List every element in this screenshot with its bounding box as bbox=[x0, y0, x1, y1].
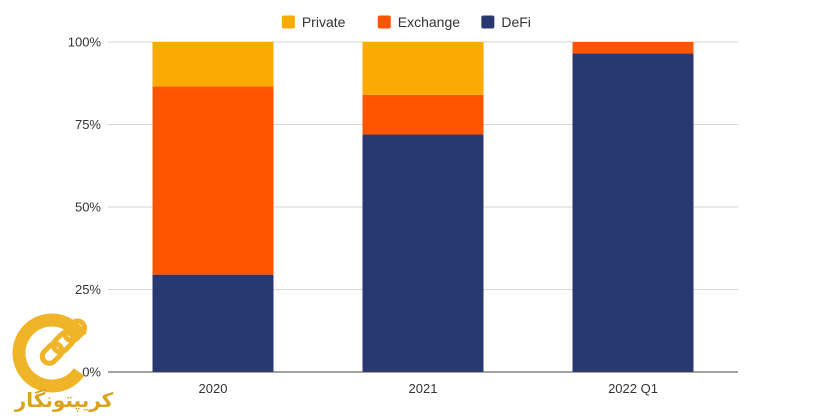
legend-label: Private bbox=[302, 14, 346, 30]
legend-item-exchange: Exchange bbox=[377, 14, 460, 30]
legend-label: Exchange bbox=[398, 14, 460, 30]
bar-segment-defi bbox=[152, 274, 274, 372]
legend-item-defi: DeFi bbox=[481, 14, 531, 30]
bar-segment-exchange bbox=[362, 94, 484, 135]
bar-segment-exchange bbox=[152, 86, 274, 275]
x-tick-label: 2021 bbox=[409, 381, 438, 396]
x-tick-label: 2020 bbox=[199, 381, 228, 396]
y-tick-label: 100% bbox=[68, 35, 102, 50]
cryptonegar-logo bbox=[12, 313, 92, 393]
legend-label: DeFi bbox=[501, 14, 531, 30]
y-tick-label: 50% bbox=[75, 200, 101, 215]
watermark-text: کریپتونگار bbox=[14, 388, 114, 412]
y-tick-label: 75% bbox=[75, 117, 101, 132]
bar-segment-private bbox=[362, 42, 484, 95]
y-tick-label: 25% bbox=[75, 282, 101, 297]
bar-segment-defi bbox=[572, 53, 694, 373]
bar-segment-exchange bbox=[572, 42, 694, 54]
bar-segment-defi bbox=[362, 134, 484, 372]
y-tick-label: 0% bbox=[82, 365, 101, 380]
legend-swatch bbox=[481, 15, 495, 29]
bar-segment-private bbox=[152, 42, 274, 87]
legend-swatch bbox=[281, 15, 295, 29]
legend-swatch bbox=[377, 15, 391, 29]
x-tick-label: 2022 Q1 bbox=[608, 381, 658, 396]
legend-item-private: Private bbox=[281, 14, 346, 30]
